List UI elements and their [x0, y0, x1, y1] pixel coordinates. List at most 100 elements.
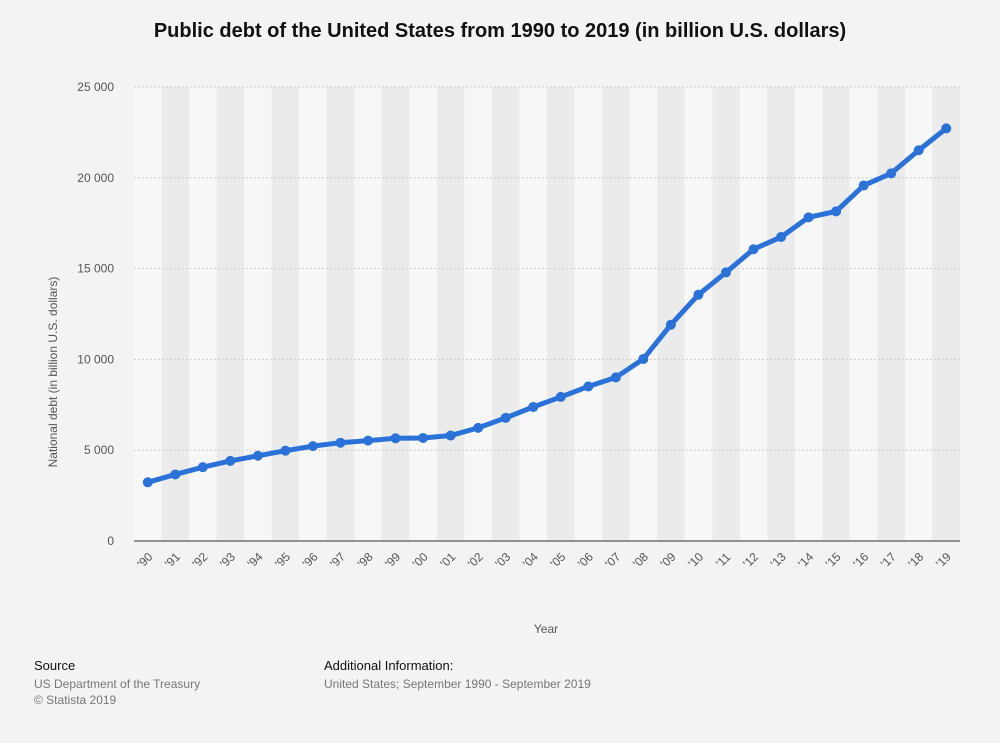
background-band	[216, 87, 245, 541]
background-band	[161, 87, 190, 541]
x-tick-label: '06	[575, 549, 596, 570]
x-tick-label: '99	[382, 549, 403, 570]
background-band	[629, 87, 658, 541]
data-point	[638, 353, 649, 364]
background-band	[739, 87, 768, 541]
data-point	[803, 212, 814, 223]
additional-info-heading: Additional Information:	[324, 658, 454, 673]
data-points	[142, 123, 952, 488]
data-point	[583, 381, 594, 392]
x-tick-label: '01	[437, 549, 458, 570]
data-point	[528, 401, 539, 412]
data-point	[665, 319, 676, 330]
data-point	[831, 206, 842, 217]
background-band	[849, 87, 878, 541]
x-tick-label: '98	[355, 549, 376, 570]
background-band	[602, 87, 630, 541]
x-tick-label: '13	[768, 549, 789, 570]
x-tick-label: '04	[520, 549, 541, 570]
data-point	[886, 168, 897, 179]
y-tick-label: 20 000	[77, 171, 114, 185]
source-block: Source US Department of the Treasury © S…	[34, 658, 200, 708]
background-band	[877, 87, 905, 541]
x-tick-label: '00	[410, 549, 431, 570]
background-band	[684, 87, 713, 541]
data-point	[693, 289, 704, 300]
x-tick-label: '12	[740, 549, 761, 570]
y-tick-label: 15 000	[77, 262, 114, 276]
source-heading: Source	[34, 658, 76, 673]
background-band	[712, 87, 740, 541]
data-point	[941, 123, 952, 134]
x-tick-label: '08	[630, 549, 651, 570]
source-text: US Department of the Treasury	[34, 677, 201, 691]
x-tick-label: '90	[134, 549, 155, 570]
x-tick-label: '10	[685, 549, 706, 570]
x-tick-label: '15	[823, 549, 844, 570]
x-tick-label: '09	[658, 549, 679, 570]
y-tick-label: 25 000	[77, 80, 114, 94]
x-tick-label: '92	[190, 549, 211, 570]
data-point	[418, 432, 429, 443]
data-point	[280, 445, 291, 456]
background-band	[491, 87, 520, 541]
background-band	[189, 87, 217, 541]
x-tick-label: '93	[217, 549, 238, 570]
chart-title: Public debt of the United States from 19…	[153, 20, 847, 42]
x-tick-label: '07	[603, 549, 624, 570]
data-point	[610, 372, 621, 383]
gridlines	[134, 86, 960, 451]
background-band	[436, 87, 465, 541]
x-tick-label: '95	[272, 549, 293, 570]
x-axis-title: Year	[534, 622, 558, 636]
x-tick-label: '16	[850, 549, 871, 570]
y-axis-ticks: 0 5 000 10 000 15 000 20 000 25 000	[77, 80, 114, 548]
y-tick-label: 0	[107, 534, 114, 548]
x-tick-label: '02	[465, 549, 486, 570]
data-point	[197, 462, 208, 473]
x-tick-label: '91	[162, 549, 183, 570]
background-band	[794, 87, 823, 541]
x-tick-label: '11	[713, 550, 734, 571]
data-point	[500, 412, 511, 423]
additional-info-text: United States; September 1990 - Septembe…	[324, 677, 591, 691]
x-axis-ticks: '90 '91 '92 '93 '94 '95 '96 '97 '98 '99 '00 '01 '02 '…	[134, 549, 954, 570]
y-axis-title: National debt (in billion U.S. dollars)	[46, 277, 60, 468]
data-point	[720, 267, 731, 278]
x-tick-label: '19	[933, 549, 954, 570]
x-tick-label: '96	[300, 549, 321, 570]
data-point	[445, 430, 456, 441]
data-point	[363, 435, 374, 446]
data-point	[913, 145, 924, 156]
x-tick-label: '17	[878, 549, 899, 570]
x-tick-label: '14	[795, 549, 816, 570]
background-band	[134, 87, 162, 541]
background-band	[409, 87, 437, 541]
data-point	[555, 391, 566, 402]
data-point	[390, 433, 401, 444]
data-point	[776, 232, 787, 243]
y-tick-label: 10 000	[77, 352, 114, 366]
background-band	[464, 87, 492, 541]
background-band	[904, 87, 933, 541]
data-point	[748, 244, 759, 255]
x-tick-label: '97	[327, 549, 348, 570]
data-point	[307, 441, 318, 452]
background-band	[326, 87, 355, 541]
background-band	[767, 87, 795, 541]
background-band	[822, 87, 850, 541]
background-bands	[134, 87, 960, 541]
data-point	[170, 469, 181, 480]
data-point	[473, 422, 484, 433]
background-band	[932, 87, 960, 541]
background-band	[381, 87, 410, 541]
y-tick-label: 5 000	[84, 443, 114, 457]
background-band	[299, 87, 327, 541]
background-band	[547, 87, 575, 541]
background-band	[519, 87, 547, 541]
data-point	[142, 477, 153, 488]
background-band	[574, 87, 603, 541]
data-point	[252, 450, 263, 461]
x-tick-label: '05	[547, 549, 568, 570]
